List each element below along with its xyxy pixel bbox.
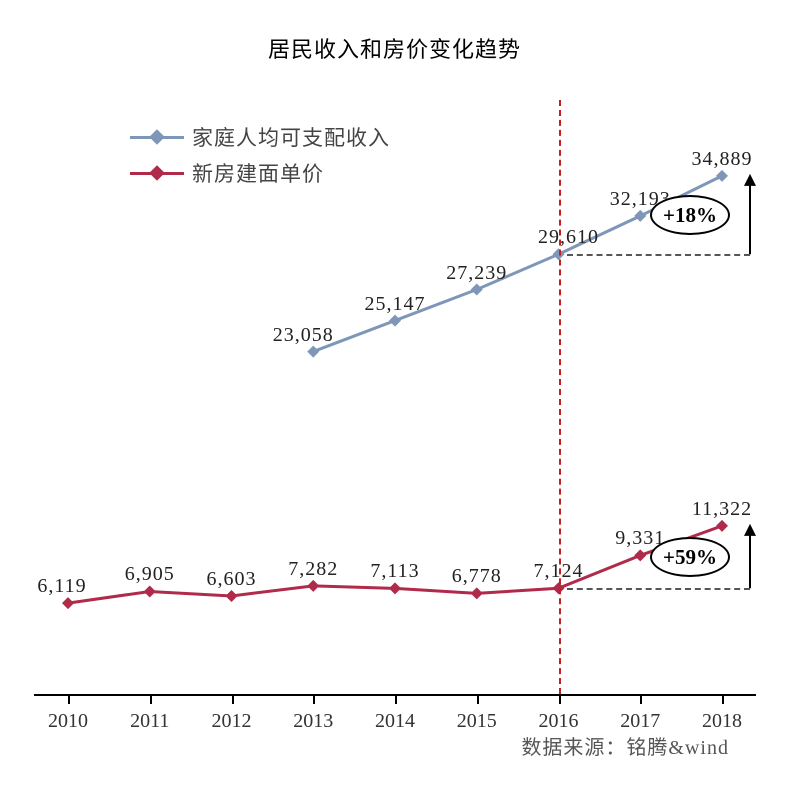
data-label: 25,147 xyxy=(365,293,426,316)
x-tick-label: 2016 xyxy=(539,710,579,733)
data-source: 数据来源：铭腾&wind xyxy=(521,731,729,760)
diamond-marker-icon xyxy=(149,129,165,145)
chart-container: 居民收入和房价变化趋势 2010201120122013201420152016… xyxy=(0,0,789,794)
x-tick xyxy=(232,694,234,704)
plot-area: 201020112012201320142015201620172018家庭人均… xyxy=(34,80,756,690)
data-label: 7,124 xyxy=(534,560,584,583)
x-tick xyxy=(68,694,70,704)
x-tick-label: 2010 xyxy=(48,710,88,733)
reference-vline xyxy=(559,100,561,694)
data-label: 7,282 xyxy=(288,558,338,581)
data-label: 23,058 xyxy=(273,324,334,347)
data-label: 29,610 xyxy=(538,226,599,249)
data-label: 6,603 xyxy=(207,568,257,591)
legend-item: 家庭人均可支配收入 xyxy=(130,122,390,152)
data-label: 6,119 xyxy=(37,575,86,598)
x-tick xyxy=(150,694,152,704)
data-label: 6,905 xyxy=(125,563,175,586)
x-tick xyxy=(640,694,642,704)
pct-change-badge: +59% xyxy=(650,537,730,577)
chart-title: 居民收入和房价变化趋势 xyxy=(0,32,789,64)
diamond-marker-icon xyxy=(634,549,646,561)
data-label: 27,239 xyxy=(446,262,507,285)
data-label: 7,113 xyxy=(370,560,419,583)
legend-label: 新房建面单价 xyxy=(192,158,324,188)
x-tick-label: 2014 xyxy=(375,710,415,733)
diamond-marker-icon xyxy=(471,587,483,599)
legend-swatch xyxy=(130,136,184,139)
x-tick-label: 2013 xyxy=(293,710,333,733)
diamond-marker-icon xyxy=(389,315,401,327)
x-tick-label: 2011 xyxy=(130,710,169,733)
legend-item: 新房建面单价 xyxy=(130,158,390,188)
legend-label: 家庭人均可支配收入 xyxy=(192,122,390,152)
diamond-marker-icon xyxy=(307,346,319,358)
annotation-baseline xyxy=(567,588,751,590)
annotation-arrow xyxy=(744,524,756,588)
diamond-marker-icon xyxy=(389,582,401,594)
x-tick-label: 2015 xyxy=(457,710,497,733)
diamond-marker-icon xyxy=(634,210,646,222)
data-label: 6,778 xyxy=(452,565,502,588)
x-tick xyxy=(395,694,397,704)
diamond-marker-icon xyxy=(226,590,238,602)
x-tick-label: 2017 xyxy=(620,710,660,733)
x-tick-label: 2012 xyxy=(212,710,252,733)
diamond-marker-icon xyxy=(144,585,156,597)
x-tick-label: 2018 xyxy=(702,710,742,733)
data-label: 11,322 xyxy=(692,498,752,521)
diamond-marker-icon xyxy=(716,520,728,532)
pct-change-badge: +18% xyxy=(650,195,730,235)
diamond-marker-icon xyxy=(307,580,319,592)
annotation-baseline xyxy=(567,254,751,256)
diamond-marker-icon xyxy=(149,165,165,181)
diamond-marker-icon xyxy=(716,170,728,182)
x-tick xyxy=(477,694,479,704)
legend-swatch xyxy=(130,172,184,175)
diamond-marker-icon xyxy=(471,284,483,296)
x-tick xyxy=(559,694,561,704)
x-tick xyxy=(722,694,724,704)
data-label: 34,889 xyxy=(692,148,753,171)
x-tick xyxy=(313,694,315,704)
legend: 家庭人均可支配收入新房建面单价 xyxy=(130,122,390,194)
diamond-marker-icon xyxy=(62,597,74,609)
annotation-arrow xyxy=(744,174,756,254)
